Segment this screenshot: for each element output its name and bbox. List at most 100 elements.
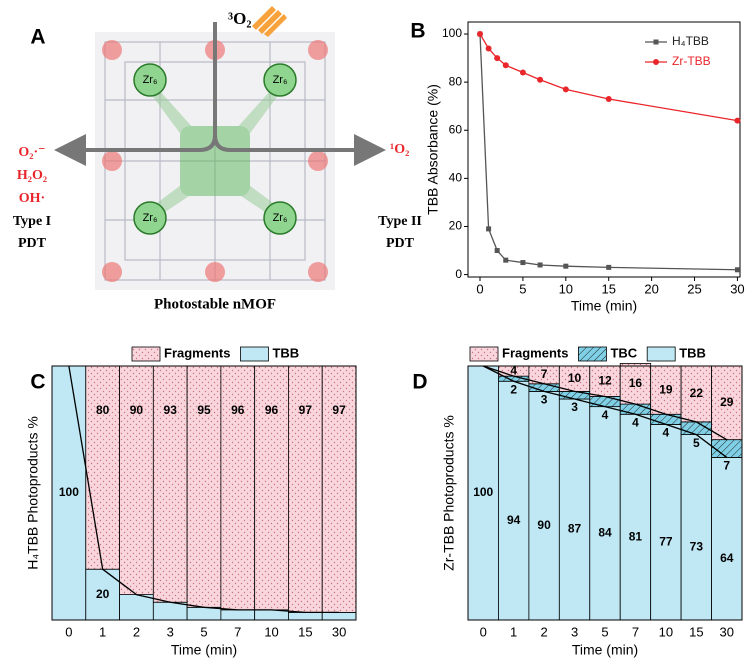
bar-segment [589, 396, 621, 408]
value-label: 5 [693, 436, 700, 450]
x-tick-label: 15 [298, 624, 312, 639]
x-tick-label: 20 [644, 281, 658, 296]
x-tick-label: 2 [133, 624, 140, 639]
singlet-oxygen-label: ¹O₂ [390, 142, 409, 157]
bar-segment [152, 601, 188, 621]
panel-label: C [30, 371, 45, 394]
plot-frame [51, 365, 357, 621]
zr-label: Zr₆ [143, 212, 158, 224]
legend-label: TBB [272, 345, 299, 360]
bar-segment [528, 390, 560, 621]
x-tick-label: 10 [659, 624, 673, 639]
y-tick-label: 60 [449, 122, 463, 136]
marker [502, 62, 509, 69]
bar-segment [254, 365, 289, 611]
legend-label: TBC [610, 345, 637, 360]
bar-segment [186, 365, 222, 608]
oxygen-label: ³O₂ [228, 9, 251, 28]
x-tick-label: 2 [540, 624, 547, 639]
marker [494, 248, 500, 254]
value-label: 96 [231, 403, 245, 417]
marker [485, 45, 492, 52]
bar-segment [711, 365, 743, 441]
marker [477, 31, 484, 38]
value-label: 20 [96, 587, 110, 601]
top-line [68, 365, 340, 614]
legend-label: TBB [679, 345, 706, 360]
value-label: 94 [507, 513, 521, 527]
value-label: 80 [96, 403, 110, 417]
bar-segment [558, 398, 591, 621]
legend-label: Fragments [502, 345, 568, 360]
bar-segment [619, 363, 652, 405]
value-label: 22 [690, 386, 704, 400]
value-label: 3 [571, 400, 578, 414]
marker [494, 55, 501, 62]
legend-swatch [646, 346, 676, 362]
x-tick-label: 5 [601, 624, 608, 639]
bar-segment [288, 365, 323, 613]
species-label: O₂·⁻ [18, 145, 45, 160]
legend-swatch [240, 346, 269, 362]
x-tick-label: 30 [332, 624, 346, 639]
bar-segment [321, 365, 357, 613]
value-label: 29 [720, 395, 734, 409]
x-tick-label: 5 [200, 624, 207, 639]
value-label: 73 [690, 539, 704, 553]
bar-segment [288, 611, 323, 621]
value-label: 3 [541, 393, 548, 407]
mof-diagram [54, 6, 386, 290]
zr-node [133, 201, 167, 235]
marker [563, 263, 569, 269]
x-tick-label: 30 [730, 281, 744, 296]
value-label: 10 [568, 371, 582, 385]
panel-label: D [412, 371, 427, 394]
x-tick-label: 0 [65, 624, 72, 639]
y-tick-label: 0 [455, 267, 462, 281]
value-label: 97 [332, 403, 346, 417]
x-tick-label: 15 [601, 281, 615, 296]
bar-segment [321, 611, 357, 621]
marker [562, 86, 569, 93]
legend-label: H₄TBB [672, 34, 709, 48]
x-tick-label: 3 [167, 624, 174, 639]
plot-frame [467, 365, 743, 621]
marker [519, 69, 526, 76]
value-label: 16 [629, 376, 643, 390]
x-tick-label: 1 [99, 624, 106, 639]
value-label: 90 [537, 518, 551, 532]
top-line [482, 365, 728, 458]
value-label: 87 [568, 522, 582, 536]
legend-swatch [469, 346, 499, 362]
x-tick-label: 7 [234, 624, 241, 639]
zr-nodes: Zr₆ Zr₆ Zr₆ Zr₆ [133, 63, 297, 235]
bar-segment [650, 413, 682, 425]
x-tick-label: 25 [687, 281, 701, 296]
value-label: 90 [130, 403, 144, 417]
value-label: 64 [720, 551, 734, 565]
top-line [483, 365, 728, 441]
value-label: 100 [59, 485, 79, 499]
marker [503, 257, 509, 263]
value-label: 93 [164, 403, 178, 417]
species-label: H₂O₂ [17, 168, 47, 183]
x-tick-label: 5 [519, 281, 526, 296]
x-axis-label: Time (min) [171, 642, 237, 658]
bar-segment [152, 365, 188, 603]
bar-segment [619, 403, 652, 415]
value-label: 4 [510, 363, 517, 377]
value-label: 84 [598, 525, 612, 539]
x-tick-label: 3 [571, 624, 578, 639]
value-label: 7 [723, 459, 730, 473]
x-tick-label: 0 [480, 624, 487, 639]
value-label: 100 [473, 485, 493, 499]
panel-label: A [30, 26, 45, 49]
value-label: 96 [265, 403, 279, 417]
bar-segment [680, 434, 712, 621]
value-label: 7 [541, 367, 548, 381]
x-tick-label: 15 [689, 624, 703, 639]
bar-segment [119, 594, 154, 621]
zr-node [133, 63, 167, 97]
y-tick-label: 20 [449, 219, 463, 233]
arrow-right [213, 134, 386, 166]
